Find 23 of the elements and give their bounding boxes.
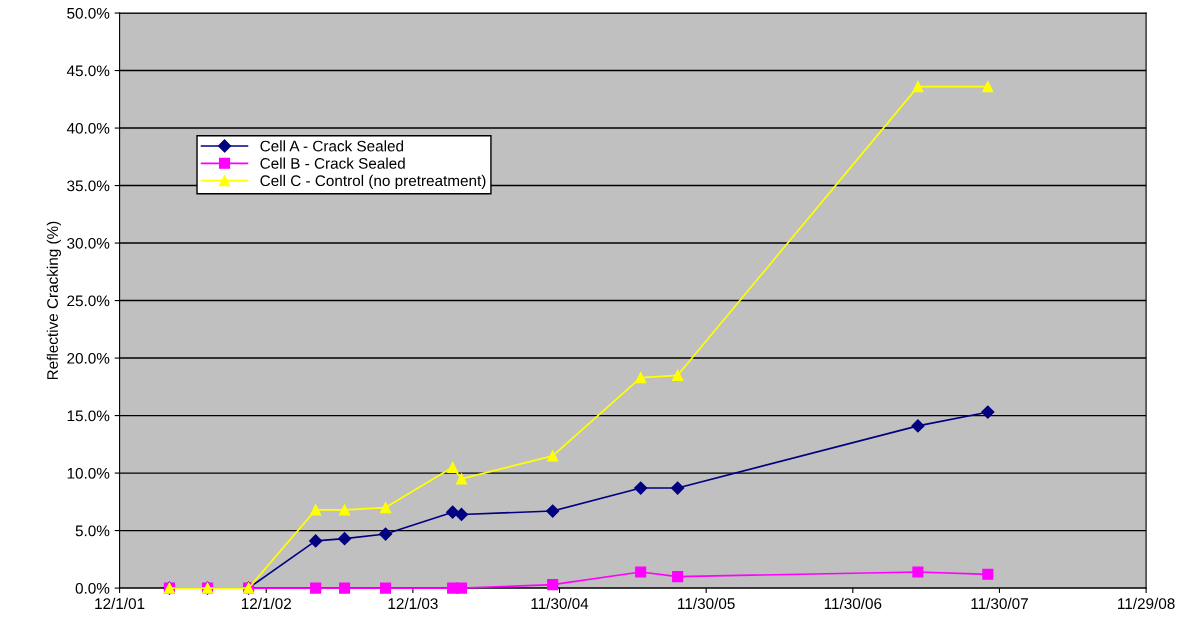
y-tick-label: 25.0% <box>67 295 110 307</box>
y-tick-label: 45.0% <box>66 65 110 77</box>
y-tick-label: 0.0% <box>75 582 110 594</box>
x-tick-label: 12/1/01 <box>95 597 145 610</box>
x-tick-label: 11/29/08 <box>1118 597 1175 610</box>
x-tick-label: 12/1/02 <box>241 597 291 610</box>
legend-label: Cell A - Crack Sealed <box>260 140 404 152</box>
x-tick-label: 11/30/07 <box>971 597 1028 610</box>
y-tick-label: 10.0% <box>67 467 110 479</box>
y-tick-label: 50.0% <box>67 7 110 19</box>
y-tick-label: 40.0% <box>66 122 110 134</box>
y-tick-label: 35.0% <box>67 180 110 192</box>
x-tick-label: 11/30/04 <box>531 597 589 610</box>
x-tick-label: 12/1/03 <box>388 597 438 610</box>
y-tick-label: 5.0% <box>75 525 110 537</box>
y-axis-title: Reflective Cracking (%) <box>46 221 61 380</box>
y-tick-label: 15.0% <box>67 410 110 422</box>
y-tick-label: 30.0% <box>67 237 110 249</box>
y-tick-label: 20.0% <box>67 352 110 364</box>
legend-label: Cell C - Control (no pretreatment) <box>260 174 486 190</box>
legend-label: Cell B - Crack Sealed <box>260 157 405 169</box>
x-tick-label: 11/30/06 <box>824 597 882 610</box>
x-tick-label: 11/30/05 <box>678 597 735 610</box>
